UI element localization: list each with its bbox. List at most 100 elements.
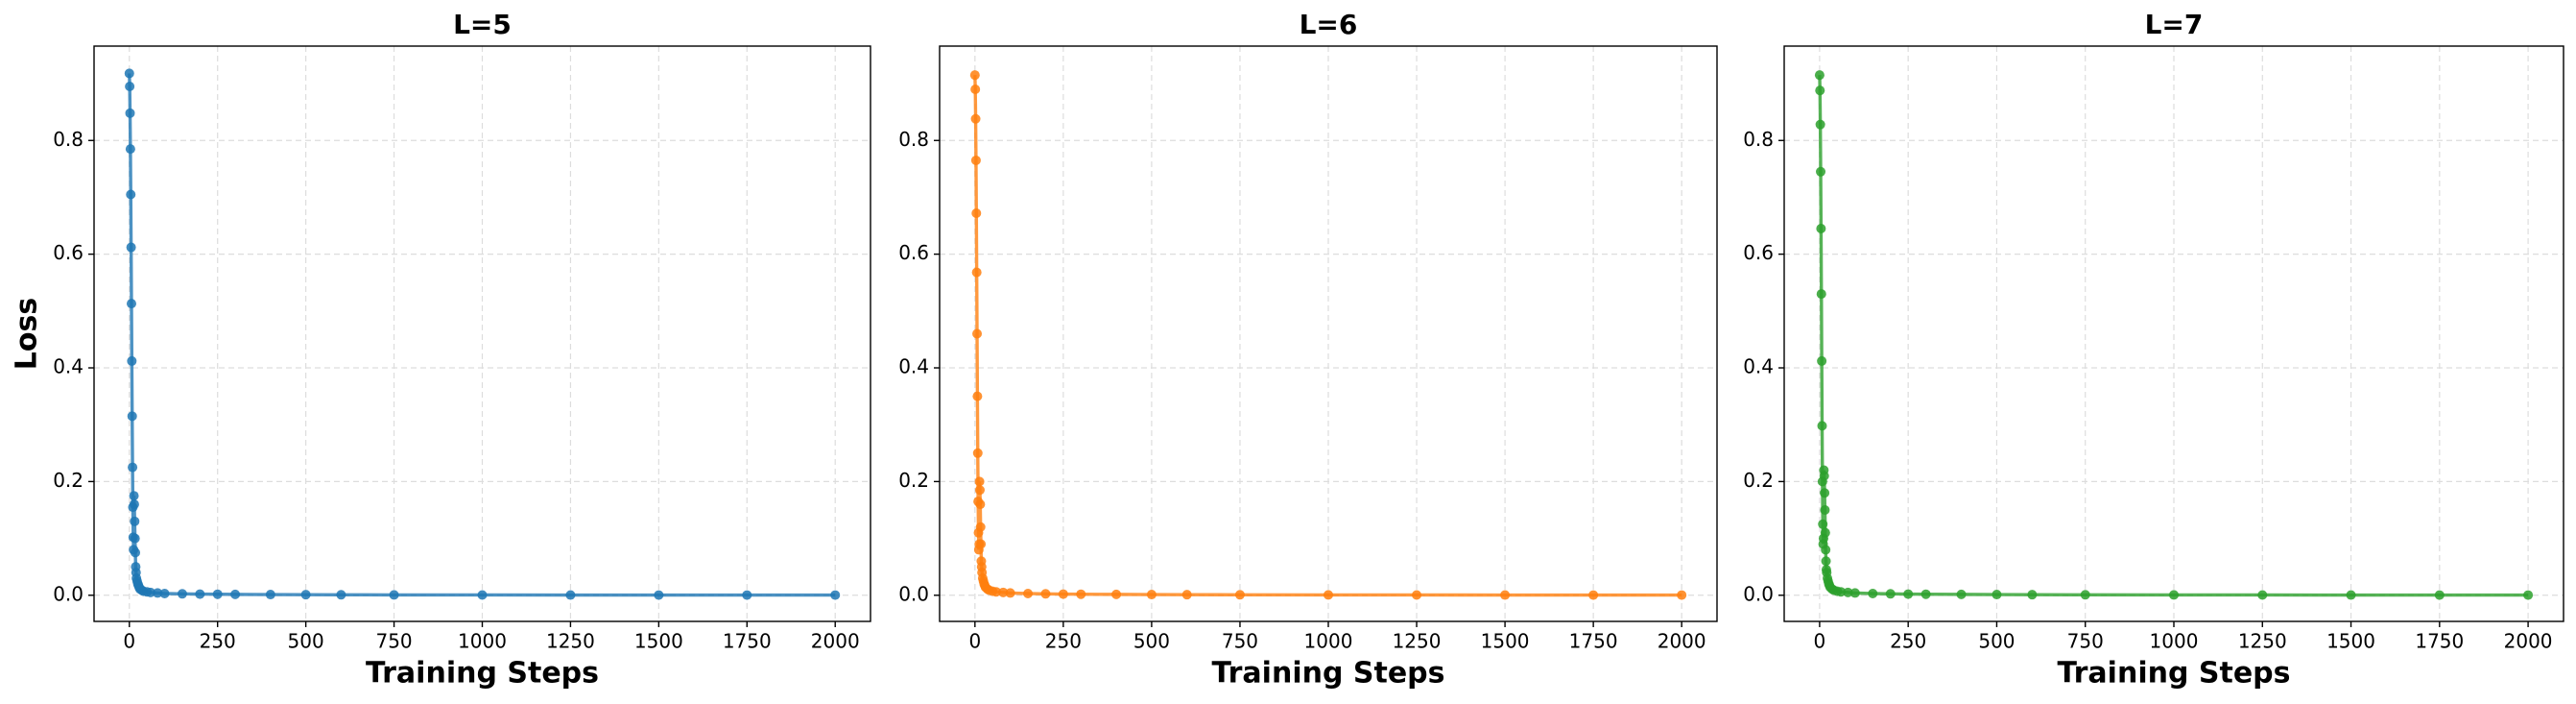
loss-point (974, 476, 985, 487)
x-tick-label: 1750 (723, 630, 772, 653)
loss-point (265, 590, 275, 600)
loss-point (975, 499, 986, 510)
axes-frame (1783, 45, 2564, 622)
y-tick-label: 0.8 (898, 128, 929, 151)
loss-point (1821, 556, 1831, 567)
loss-point (127, 411, 137, 422)
loss-point (126, 242, 136, 253)
x-tick-label: 1750 (2415, 630, 2464, 653)
loss-point (972, 448, 983, 458)
loss-point (1820, 504, 1830, 515)
y-tick-label: 0.8 (53, 128, 83, 151)
loss-point (1500, 590, 1511, 600)
y-tick-label: 0.4 (1743, 355, 1774, 378)
loss-point (177, 589, 187, 599)
loss-point (124, 68, 134, 79)
y-tick-label: 0.0 (1743, 582, 1774, 605)
loss-point (1885, 589, 1896, 599)
x-tick-label: 1250 (2238, 630, 2287, 653)
x-tick-label: 1500 (634, 630, 683, 653)
loss-point (1111, 589, 1122, 599)
x-tick-label: 1000 (458, 630, 507, 653)
loss-point (1992, 590, 2002, 600)
loss-point (1181, 590, 1192, 600)
loss-point (1816, 223, 1826, 233)
loss-point (1816, 289, 1826, 300)
chart-title: L=7 (2145, 9, 2204, 40)
x-tick-label: 750 (1222, 630, 1258, 653)
loss-point (2523, 590, 2534, 600)
loss-point (129, 499, 139, 510)
x-tick-label: 0 (123, 630, 135, 653)
loss-point (2257, 590, 2268, 600)
chart-title: L=6 (1300, 9, 1358, 40)
loss-point (990, 587, 1001, 597)
loss-point (212, 589, 223, 599)
loss-point (2027, 590, 2038, 600)
x-tick-label: 1250 (1393, 630, 1442, 653)
x-tick-label: 0 (968, 630, 981, 653)
loss-point (131, 547, 141, 558)
loss-point (1076, 589, 1086, 599)
loss-point (970, 84, 981, 94)
loss-point (1412, 590, 1422, 600)
loss-point (1821, 545, 1831, 555)
x-tick-label: 500 (288, 630, 324, 653)
x-tick-label: 2000 (2504, 630, 2553, 653)
y-tick-label: 0.0 (898, 582, 929, 605)
loss-point (145, 587, 155, 597)
loss-point (1843, 587, 1853, 597)
loss-point (830, 590, 841, 600)
y-tick-label: 0.2 (1743, 469, 1774, 492)
x-axis-label: Training Steps (366, 657, 599, 691)
loss-point (1058, 589, 1068, 599)
loss-point (742, 590, 752, 600)
x-tick-label: 250 (200, 630, 236, 653)
x-tick-label: 1250 (546, 630, 595, 653)
loss-point (230, 589, 241, 599)
loss-point (130, 533, 140, 544)
loss-point (2080, 590, 2090, 600)
x-tick-label: 250 (1890, 630, 1926, 653)
loss-point (1324, 590, 1333, 600)
loss-point (971, 208, 982, 219)
loss-point (1819, 471, 1829, 481)
loss-point (336, 590, 346, 600)
y-tick-label: 0.2 (898, 469, 929, 492)
x-tick-label: 500 (1978, 630, 2015, 653)
loss-point (2434, 590, 2445, 600)
x-tick-label: 1500 (2326, 630, 2375, 653)
loss-point (1817, 421, 1827, 431)
x-axis-label: Training Steps (1211, 657, 1444, 691)
x-tick-label: 1000 (2150, 630, 2199, 653)
y-tick-label: 0.4 (53, 355, 83, 378)
loss-point (1814, 70, 1825, 81)
loss-point (1146, 590, 1157, 600)
loss-point (972, 328, 983, 339)
loss-point (153, 588, 163, 598)
loss-point (1677, 590, 1687, 600)
y-axis-label: Loss (11, 298, 44, 370)
loss-point (1956, 589, 1967, 599)
loss-point (2169, 590, 2179, 600)
loss-point (2346, 590, 2356, 600)
loss-point (972, 391, 983, 401)
y-tick-label: 0.6 (53, 241, 83, 264)
loss-point (126, 299, 136, 309)
loss-point (1816, 166, 1826, 177)
chart-title: L=5 (453, 9, 512, 40)
y-tick-label: 0.8 (1743, 128, 1774, 151)
loss-point (389, 590, 399, 600)
x-tick-label: 2000 (811, 630, 860, 653)
loss-point (976, 539, 987, 549)
y-tick-label: 0.6 (898, 241, 929, 264)
loss-point (477, 590, 488, 600)
x-tick-label: 250 (1045, 630, 1082, 653)
loss-point (300, 590, 311, 600)
loss-point (1023, 588, 1034, 598)
axes-frame (939, 45, 1718, 622)
loss-point (1005, 588, 1015, 598)
x-tick-label: 1500 (1481, 630, 1530, 653)
loss-point (1820, 488, 1830, 498)
